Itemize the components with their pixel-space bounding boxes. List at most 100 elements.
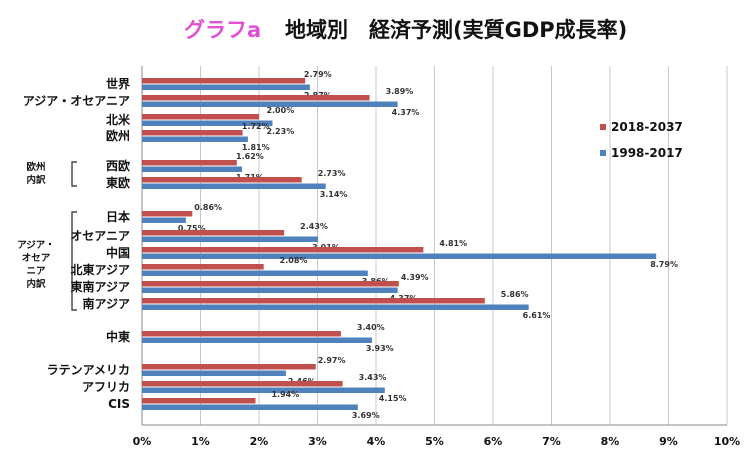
legend-label-2018-2037: 2018-2037 <box>611 120 683 134</box>
category-label: 北米 <box>106 112 131 127</box>
data-label-2018-2037: 2.97% <box>318 356 346 365</box>
bar-2018-2037 <box>142 364 316 370</box>
x-tick-label: 5% <box>425 435 444 448</box>
x-tick-label: 4% <box>367 435 386 448</box>
data-label-2018-2037: 3.89% <box>386 87 414 96</box>
bar-2018-2037 <box>142 160 237 166</box>
chart-title: グラフa 地域別 経済予測(実質GDP成長率) <box>0 14 752 46</box>
data-label-1998-2017: 4.15% <box>379 394 407 403</box>
x-tick-label: 7% <box>542 435 561 448</box>
bar-1998-2017 <box>142 387 385 393</box>
x-tick-label: 6% <box>484 435 503 448</box>
bar-2018-2037 <box>142 281 399 287</box>
group-label-asia: ニア <box>26 266 46 277</box>
bar-2018-2037 <box>142 130 243 136</box>
data-label-1998-2017: 4.37% <box>392 108 420 117</box>
bar-1998-2017 <box>142 404 358 410</box>
x-tick-label: 3% <box>308 435 327 448</box>
data-label-1998-2017: 3.93% <box>366 344 394 353</box>
category-label: 北東アジア <box>70 262 130 277</box>
data-label-2018-2037: 3.40% <box>357 323 385 332</box>
category-label: 中国 <box>106 245 130 260</box>
chart-title-tag: グラフa <box>184 18 262 42</box>
bar-2018-2037 <box>142 78 306 84</box>
bar-2018-2037 <box>142 177 302 183</box>
bar-1998-2017 <box>142 287 398 293</box>
category-label: 南アジア <box>82 296 130 311</box>
data-label-2018-2037: 0.86% <box>194 203 222 212</box>
x-tick-label: 2% <box>250 435 269 448</box>
bar-1998-2017 <box>142 120 273 126</box>
data-label-2018-2037: 2.00% <box>266 106 294 115</box>
bar-1998-2017 <box>142 304 529 310</box>
group-bracket <box>71 161 77 187</box>
category-label: 東南アジア <box>70 279 130 294</box>
bar-2018-2037 <box>142 398 256 404</box>
category-label: 中東 <box>106 329 130 344</box>
data-label-2018-2037: 4.39% <box>401 273 429 282</box>
legend-swatch-1998-2017 <box>600 150 606 156</box>
data-label-2018-2037: 2.08% <box>280 256 308 265</box>
legend-label-1998-2017: 1998-2017 <box>611 146 683 160</box>
x-tick-label: 9% <box>659 435 678 448</box>
data-label-1998-2017: 6.61% <box>523 311 551 320</box>
category-label: CIS <box>108 397 130 411</box>
data-label-1998-2017: 0.75% <box>178 224 206 233</box>
bar-1998-2017 <box>142 183 326 189</box>
bar-2018-2037 <box>142 247 424 253</box>
x-tick-label: 1% <box>191 435 210 448</box>
bar-1998-2017 <box>142 217 186 223</box>
data-label-2018-2037: 4.81% <box>439 239 467 248</box>
bar-1998-2017 <box>142 253 657 259</box>
data-label-1998-2017: 2.23% <box>266 127 294 136</box>
data-label-1998-2017: 1.81% <box>242 143 270 152</box>
bar-2018-2037 <box>142 331 341 337</box>
group-label-asia: 内訳 <box>26 278 46 290</box>
bar-1998-2017 <box>142 84 310 90</box>
bar-2018-2037 <box>142 264 264 270</box>
bar-2018-2037 <box>142 298 485 304</box>
legend-swatch-2018-2037 <box>600 124 606 130</box>
category-label: アフリカ <box>82 380 130 394</box>
category-label: 東欧 <box>106 175 130 190</box>
category-label: オセアニア <box>70 229 130 243</box>
bar-1998-2017 <box>142 337 372 343</box>
bar-2018-2037 <box>142 114 259 120</box>
data-label-1998-2017: 8.79% <box>650 260 678 269</box>
data-label-2018-2037: 5.86% <box>501 290 529 299</box>
x-tick-label: 10% <box>714 435 740 448</box>
bar-1998-2017 <box>142 166 243 172</box>
x-tick-label: 0% <box>133 435 152 448</box>
group-label-europe: 内訳 <box>26 174 46 186</box>
x-tick-label: 8% <box>601 435 620 448</box>
data-label-2018-2037: 2.79% <box>304 70 332 79</box>
bar-2018-2037 <box>142 95 370 101</box>
group-bracket <box>71 211 77 311</box>
category-label: アジア・オセアニア <box>23 94 130 108</box>
bar-2018-2037 <box>142 211 193 217</box>
bar-2018-2037 <box>142 381 343 387</box>
data-label-2018-2037: 1.94% <box>271 390 299 399</box>
group-label-europe: 欧州 <box>26 161 45 173</box>
data-label-2018-2037: 3.43% <box>359 373 387 382</box>
bar-1998-2017 <box>142 136 248 142</box>
bar-1998-2017 <box>142 270 368 276</box>
category-label: ラテンアメリカ <box>47 363 130 377</box>
data-label-1998-2017: 3.14% <box>320 190 348 199</box>
chart-title-main: 地域別 経済予測(実質GDP成長率) <box>285 18 628 42</box>
data-label-2018-2037: 2.73% <box>318 169 346 178</box>
category-label: 西欧 <box>106 158 130 173</box>
group-label-asia: アジア・ <box>17 240 55 251</box>
bar-2018-2037 <box>142 230 285 236</box>
bar-1998-2017 <box>142 101 398 107</box>
group-label-asia: オセア <box>22 253 51 264</box>
category-label: 欧州 <box>106 128 130 143</box>
bar-1998-2017 <box>142 370 286 376</box>
category-label: 日本 <box>106 209 130 224</box>
category-label: 世界 <box>106 76 130 91</box>
bar-1998-2017 <box>142 236 319 242</box>
data-label-2018-2037: 1.72% <box>242 122 270 131</box>
data-label-1998-2017: 3.69% <box>352 411 380 420</box>
data-label-2018-2037: 1.62% <box>236 152 264 161</box>
